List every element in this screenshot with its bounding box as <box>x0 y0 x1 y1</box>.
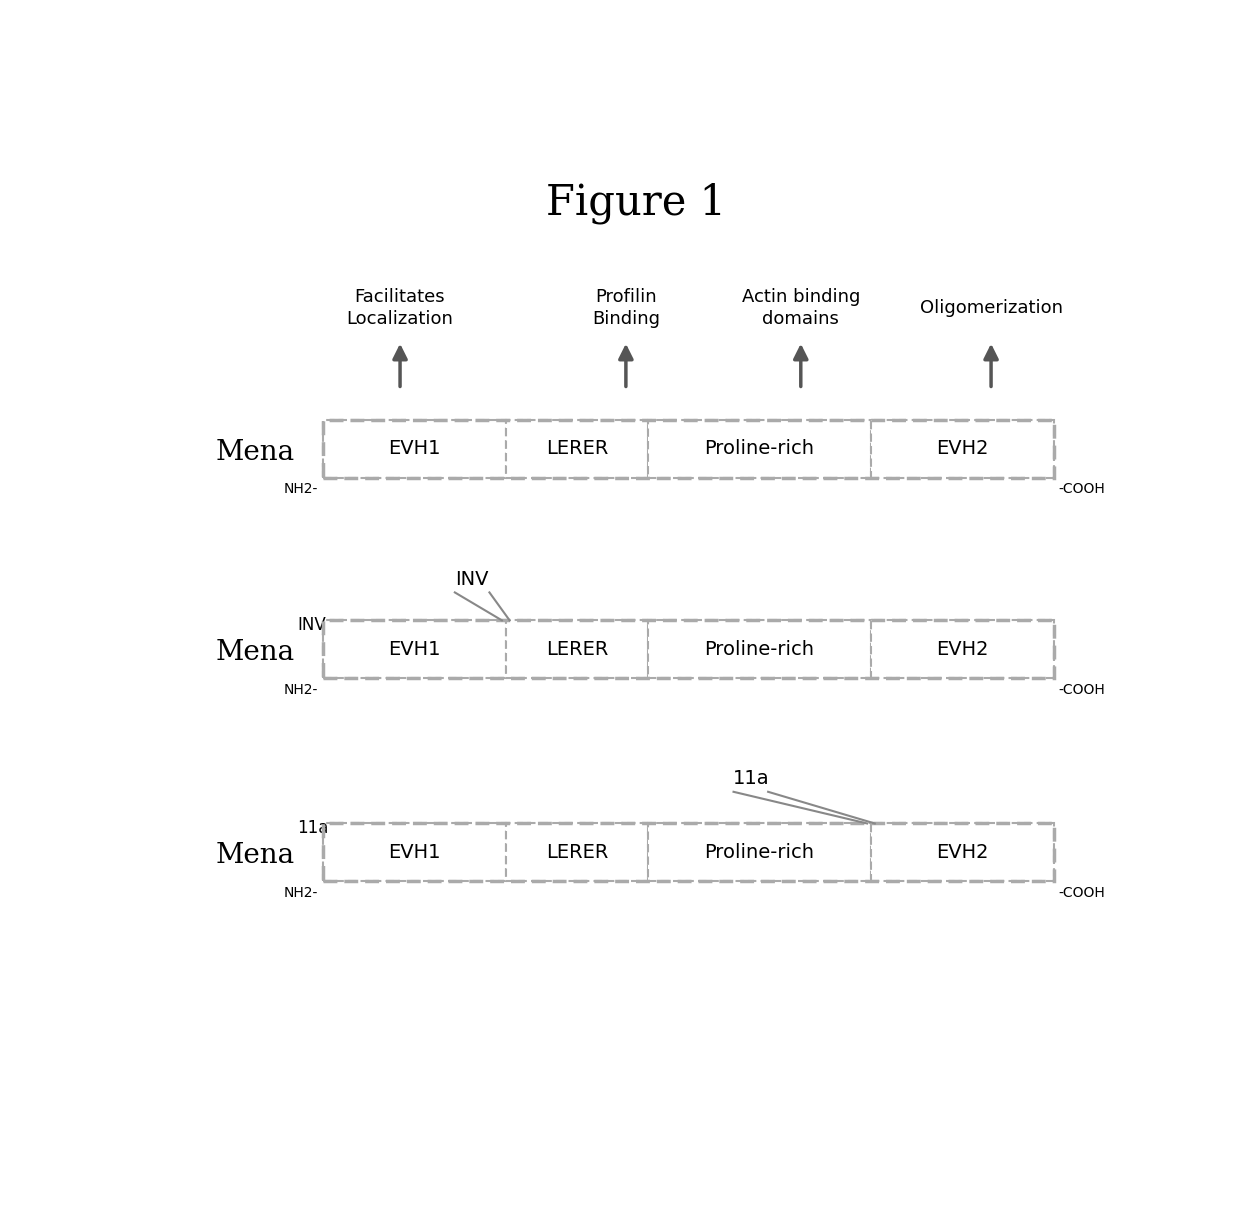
Text: -COOH: -COOH <box>1059 483 1105 496</box>
Text: EVH1: EVH1 <box>388 843 440 862</box>
Text: NH2-: NH2- <box>284 886 319 900</box>
Bar <box>324 420 506 478</box>
Text: INV: INV <box>298 616 326 634</box>
Text: EVH1: EVH1 <box>388 439 440 459</box>
Text: LERER: LERER <box>546 843 608 862</box>
Bar <box>649 824 870 881</box>
Text: Mena: Mena <box>216 842 294 869</box>
Text: Facilitates
Localization: Facilitates Localization <box>347 288 454 328</box>
Text: 11a: 11a <box>733 770 769 788</box>
Text: Actin binding
domains: Actin binding domains <box>742 288 861 328</box>
Text: Proline-rich: Proline-rich <box>704 640 815 658</box>
Text: LERER: LERER <box>546 439 608 459</box>
Bar <box>870 824 1054 881</box>
Bar <box>649 420 870 478</box>
Text: Proline-rich: Proline-rich <box>704 843 815 862</box>
Text: 11a: 11a <box>298 818 329 836</box>
Text: Mena: Mena <box>216 439 294 466</box>
Text: -COOH: -COOH <box>1059 886 1105 900</box>
Text: EVH2: EVH2 <box>936 640 988 658</box>
Text: Profilin
Binding: Profilin Binding <box>591 288 660 328</box>
Bar <box>506 824 649 881</box>
Text: EVH2: EVH2 <box>936 843 988 862</box>
Text: Oligomerization: Oligomerization <box>920 299 1063 317</box>
Bar <box>324 621 506 678</box>
Bar <box>506 420 649 478</box>
Text: NH2-: NH2- <box>284 682 319 697</box>
Text: EVH2: EVH2 <box>936 439 988 459</box>
Bar <box>324 420 1054 478</box>
Bar <box>870 420 1054 478</box>
Text: NH2-: NH2- <box>284 483 319 496</box>
Text: LERER: LERER <box>546 640 608 658</box>
Text: INV: INV <box>455 570 489 589</box>
Bar <box>324 824 506 881</box>
Text: Figure 1: Figure 1 <box>546 183 725 225</box>
Text: Mena: Mena <box>216 639 294 667</box>
Bar <box>324 824 1054 881</box>
Text: EVH1: EVH1 <box>388 640 440 658</box>
Bar <box>870 621 1054 678</box>
Bar <box>324 621 1054 678</box>
Bar <box>649 621 870 678</box>
Bar <box>506 621 649 678</box>
Text: -COOH: -COOH <box>1059 682 1105 697</box>
Text: Proline-rich: Proline-rich <box>704 439 815 459</box>
